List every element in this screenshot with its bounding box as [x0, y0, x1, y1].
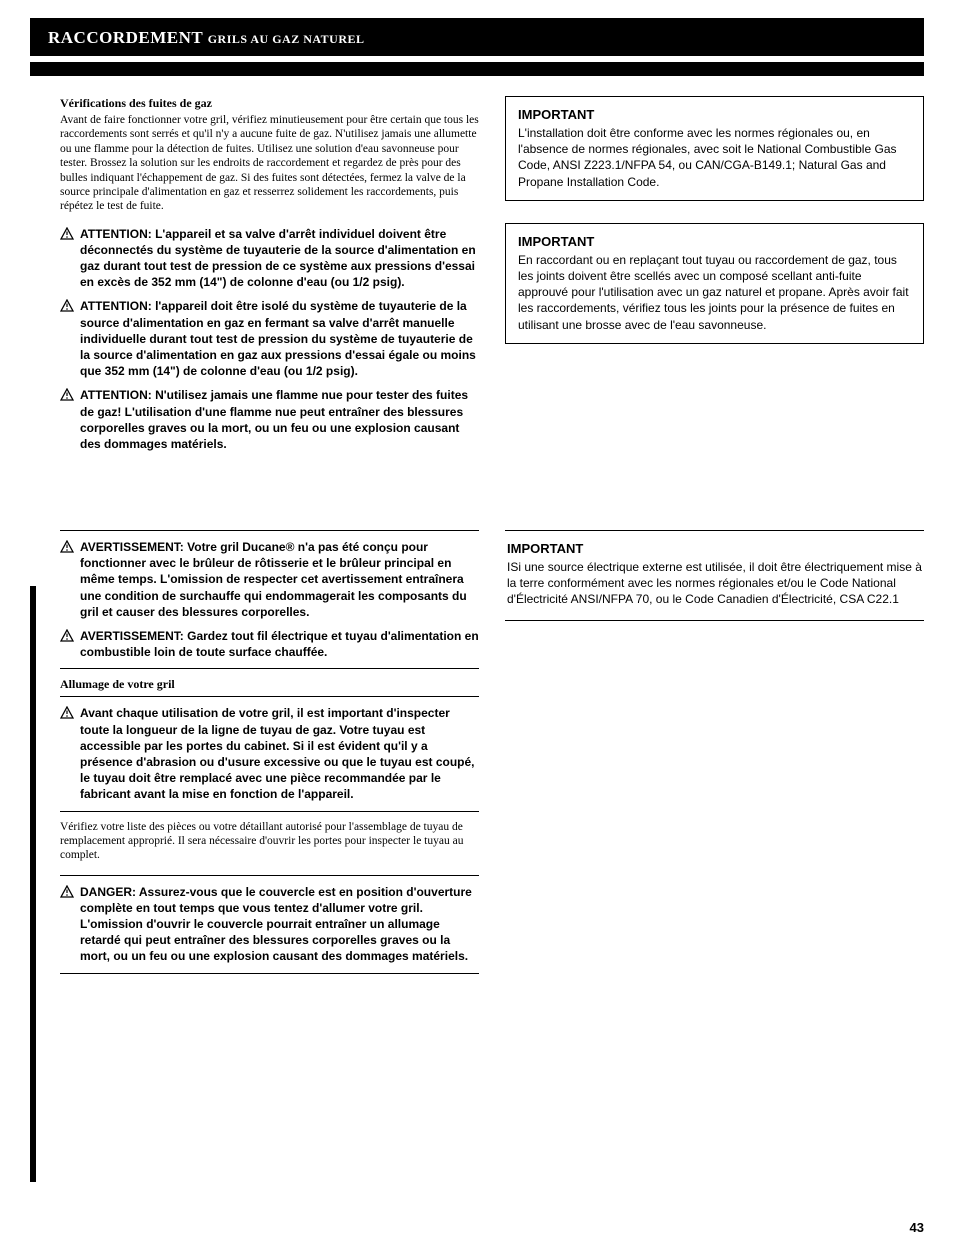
warning-item: ATTENTION: L'appareil et sa valve d'arrê…	[60, 226, 479, 291]
warning-item: AVERTISSEMENT: Gardez tout fil électriqu…	[60, 628, 479, 660]
warning-item: ATTENTION: N'utilisez jamais une flamme …	[60, 387, 479, 452]
divider-r2	[505, 620, 924, 621]
warning-icon	[60, 388, 76, 406]
important-box-2: IMPORTANT En raccordant ou en replaçant …	[505, 223, 924, 344]
divider-3	[60, 696, 479, 697]
warning-text: ATTENTION: L'appareil et sa valve d'arrê…	[80, 226, 479, 291]
important-title-1: IMPORTANT	[518, 107, 911, 122]
left-column-1: Vérifications des fuites de gaz Avant de…	[60, 96, 479, 460]
warning-text: Avant chaque utilisation de votre gril, …	[80, 705, 479, 802]
important-title-2: IMPORTANT	[518, 234, 911, 249]
important-box-3: IMPORTANT ISi une source électrique exte…	[505, 539, 924, 616]
content-row-2: AVERTISSEMENT: Votre gril Ducane® n'a pa…	[0, 506, 954, 982]
warning-item: Avant chaque utilisation de votre gril, …	[60, 705, 479, 802]
important-text-1: L'installation doit être conforme avec l…	[518, 125, 911, 190]
left-column-2: AVERTISSEMENT: Votre gril Ducane® n'a pa…	[60, 526, 479, 982]
warning-icon	[60, 706, 76, 724]
header-thin-bar	[30, 62, 924, 76]
warning-text: ATTENTION: N'utilisez jamais une flamme …	[80, 387, 479, 452]
warning-icon	[60, 885, 76, 903]
warning-text: AVERTISSEMENT: Gardez tout fil électriqu…	[80, 628, 479, 660]
warning-list-1: ATTENTION: L'appareil et sa valve d'arrê…	[60, 226, 479, 452]
section-gap	[0, 460, 954, 506]
warning-list-2: AVERTISSEMENT: Votre gril Ducane® n'a pa…	[60, 539, 479, 660]
divider-4	[60, 811, 479, 812]
content-row-1: Vérifications des fuites de gaz Avant de…	[0, 76, 954, 460]
warning-item: AVERTISSEMENT: Votre gril Ducane® n'a pa…	[60, 539, 479, 620]
divider-6	[60, 973, 479, 974]
page-number: 43	[910, 1220, 924, 1235]
header-subtitle: GRILS AU GAZ NATUREL	[208, 32, 365, 46]
left-vertical-bar	[30, 586, 36, 1182]
important-text-2: En raccordant ou en replaçant tout tuyau…	[518, 252, 911, 333]
warning-icon	[60, 540, 76, 558]
warning-text: ATTENTION: l'appareil doit être isolé du…	[80, 298, 479, 379]
divider-2	[60, 668, 479, 669]
warning-icon	[60, 629, 76, 647]
right-column-2: IMPORTANT ISi une source électrique exte…	[505, 526, 924, 982]
divider-5	[60, 875, 479, 876]
divider-r1	[505, 530, 924, 531]
important-text-3: ISi une source électrique externe est ut…	[507, 559, 922, 608]
subhead-ignition: Allumage de votre gril	[60, 677, 479, 692]
warning-text: DANGER: Assurez-vous que le couvercle es…	[80, 884, 479, 965]
para-leak-check: Avant de faire fonctionner votre gril, v…	[60, 113, 479, 214]
warning-list-3: Avant chaque utilisation de votre gril, …	[60, 705, 479, 802]
para-replacement: Vérifiez votre liste des pièces ou votre…	[60, 820, 479, 863]
warning-text: AVERTISSEMENT: Votre gril Ducane® n'a pa…	[80, 539, 479, 620]
warning-item: DANGER: Assurez-vous que le couvercle es…	[60, 884, 479, 965]
warning-icon	[60, 299, 76, 317]
subhead-leak-check: Vérifications des fuites de gaz	[60, 96, 479, 111]
important-box-1: IMPORTANT L'installation doit être confo…	[505, 96, 924, 201]
warning-icon	[60, 227, 76, 245]
warning-list-4: DANGER: Assurez-vous que le couvercle es…	[60, 884, 479, 965]
header-bar: RACCORDEMENT GRILS AU GAZ NATUREL	[30, 18, 924, 56]
warning-item: ATTENTION: l'appareil doit être isolé du…	[60, 298, 479, 379]
important-title-3: IMPORTANT	[507, 541, 922, 556]
right-column-1: IMPORTANT L'installation doit être confo…	[505, 96, 924, 460]
divider-1	[60, 530, 479, 531]
header-title: RACCORDEMENT	[48, 28, 203, 47]
